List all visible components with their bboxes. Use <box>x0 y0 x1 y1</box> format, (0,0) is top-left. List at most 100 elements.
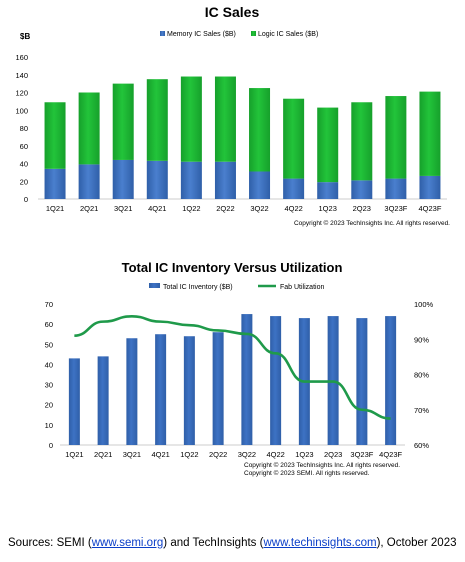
y-tick-label: 160 <box>15 53 28 62</box>
bar-memory <box>249 171 271 199</box>
bar-inventory <box>212 332 224 445</box>
x-tick-label: 1Q22 <box>182 204 200 213</box>
legend-label-logic: Logic IC Sales ($B) <box>258 31 318 38</box>
techinsights-link[interactable]: www.techinsights.com <box>263 537 377 549</box>
x-tick-label: 2Q21 <box>80 204 98 213</box>
bar-memory <box>385 178 407 199</box>
y-right-tick-label: 90% <box>414 335 429 344</box>
y-left-tick-label: 20 <box>45 401 53 410</box>
bar-inventory <box>68 358 80 445</box>
x-tick-label: 4Q21 <box>151 450 169 459</box>
bar-inventory <box>241 314 253 445</box>
bar-memory <box>283 178 305 199</box>
copyright-note-techinsights: Copyright © 2023 TechInsights Inc. All r… <box>244 461 400 469</box>
x-tick-label: 1Q21 <box>46 204 64 213</box>
chart-title: IC Sales <box>205 4 260 20</box>
bar-logic <box>112 83 134 160</box>
x-tick-label: 2Q23 <box>353 204 371 213</box>
bar-logic <box>78 92 100 165</box>
bar-logic <box>419 91 441 176</box>
copyright-note: Copyright © 2023 TechInsights Inc. All r… <box>294 219 450 227</box>
ic-sales-chart: IC Sales $B Memory IC Sales ($B) Logic IC S… <box>15 4 450 227</box>
x-tick-label: 2Q21 <box>94 450 112 459</box>
bar-memory <box>214 161 236 199</box>
legend-swatch-memory <box>160 31 165 36</box>
bar-logic <box>214 76 236 162</box>
x-tick-label: 1Q23 <box>319 204 337 213</box>
y-tick-label: 80 <box>20 124 28 133</box>
y-left-tick-label: 30 <box>45 381 53 390</box>
x-tick-label: 4Q22 <box>284 204 302 213</box>
y-right-tick-label: 80% <box>414 371 429 380</box>
bar-logic <box>44 102 66 169</box>
bar-memory <box>112 159 134 199</box>
y-tick-label: 60 <box>20 142 28 151</box>
bar-inventory <box>126 338 138 445</box>
x-tick-label: 3Q22 <box>238 450 256 459</box>
x-tick-label: 2Q22 <box>209 450 227 459</box>
chart-title: Total IC Inventory Versus Utilization <box>122 260 343 275</box>
bar-inventory <box>155 334 167 445</box>
semi-link[interactable]: www.semi.org <box>91 537 164 549</box>
sources-mid: ) and TechInsights ( <box>163 537 264 549</box>
bar-inventory <box>385 316 397 445</box>
bar-memory <box>419 175 441 199</box>
x-tick-label: 4Q21 <box>148 204 166 213</box>
x-tick-label: 1Q21 <box>65 450 83 459</box>
bar-memory <box>180 161 202 199</box>
bar-logic <box>146 79 168 161</box>
y-tick-label: 20 <box>20 177 28 186</box>
y-right-tick-label: 100% <box>414 300 434 309</box>
x-tick-label: 1Q23 <box>295 450 313 459</box>
y-axis-label: $B <box>20 32 30 41</box>
y-tick-label: 0 <box>24 195 28 204</box>
y-right-tick-label: 60% <box>414 441 429 450</box>
sources-note: Sources: SEMI (www.semi.org) and TechIns… <box>8 537 456 549</box>
y-left-tick-label: 0 <box>49 441 53 450</box>
x-tick-label: 2Q23 <box>324 450 342 459</box>
line-utilization <box>74 315 391 420</box>
bar-logic <box>317 107 339 183</box>
legend-label-memory: Memory IC Sales ($B) <box>167 31 236 38</box>
y-tick-label: 140 <box>15 71 28 80</box>
copyright-note-semi: Copyright © 2023 SEMI. All rights reserv… <box>244 469 370 477</box>
bar-memory <box>78 164 100 199</box>
bar-logic <box>385 96 407 179</box>
bar-inventory <box>183 336 195 445</box>
x-tick-label: 3Q23F <box>350 450 373 459</box>
bar-memory <box>44 168 66 199</box>
bar-logic <box>283 98 305 179</box>
y-tick-label: 120 <box>15 89 28 98</box>
legend-label-utilization: Fab Utilization <box>280 284 324 291</box>
x-tick-label: 3Q23F <box>384 204 407 213</box>
legend-label-inventory: Total IC Inventory ($B) <box>163 284 233 291</box>
y-left-tick-label: 10 <box>45 421 53 430</box>
bar-logic <box>180 76 202 162</box>
bar-logic <box>351 102 373 181</box>
bar-memory <box>351 180 373 199</box>
x-tick-label: 4Q22 <box>266 450 284 459</box>
sources-suffix: ), October 2023 <box>376 537 457 549</box>
legend-swatch-inventory <box>149 283 160 288</box>
bar-inventory <box>356 318 368 445</box>
y-left-tick-label: 50 <box>45 340 53 349</box>
x-tick-label: 4Q23F <box>379 450 402 459</box>
bar-memory <box>146 160 168 199</box>
x-tick-label: 3Q21 <box>114 204 132 213</box>
x-tick-label: 3Q21 <box>123 450 141 459</box>
y-left-tick-label: 60 <box>45 320 53 329</box>
y-left-tick-label: 70 <box>45 300 53 309</box>
x-tick-label: 1Q22 <box>180 450 198 459</box>
y-right-tick-label: 70% <box>414 406 429 415</box>
y-tick-label: 100 <box>15 106 28 115</box>
bar-memory <box>317 182 339 199</box>
sources-prefix: Sources: SEMI ( <box>8 537 92 549</box>
inventory-utilization-chart: Total IC Inventory Versus Utilization Tot… <box>45 260 434 477</box>
bar-logic <box>249 88 271 172</box>
x-tick-label: 4Q23F <box>418 204 441 213</box>
bar-inventory <box>97 356 109 445</box>
y-left-tick-label: 40 <box>45 360 53 369</box>
y-tick-label: 40 <box>20 160 28 169</box>
x-tick-label: 3Q22 <box>250 204 268 213</box>
x-tick-label: 2Q22 <box>216 204 234 213</box>
